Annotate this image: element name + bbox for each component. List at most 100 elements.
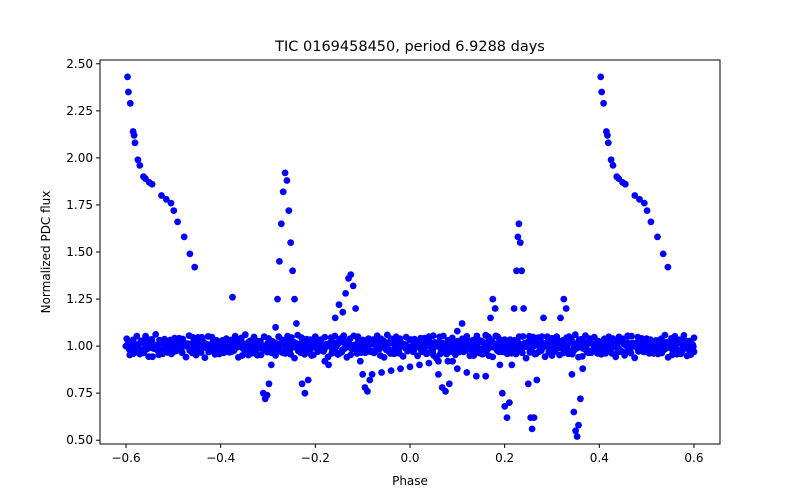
- data-point: [536, 339, 544, 346]
- data-point: [255, 342, 262, 350]
- data-point: [285, 207, 293, 215]
- data-point: [397, 365, 404, 373]
- data-point: [339, 308, 347, 316]
- data-point: [647, 218, 655, 226]
- band-point: [347, 351, 355, 359]
- y-tick-label: 1.25: [66, 292, 93, 306]
- data-point: [664, 263, 672, 271]
- band-point: [182, 353, 190, 361]
- y-tick-label: 0.50: [66, 433, 93, 447]
- data-point: [148, 180, 156, 188]
- data-point: [401, 344, 409, 352]
- data-point: [586, 335, 594, 342]
- data-point: [468, 346, 475, 354]
- data-point: [662, 339, 669, 346]
- x-tick-label: −0.4: [206, 451, 235, 465]
- data-point: [387, 367, 395, 374]
- band-point: [578, 353, 586, 360]
- data-point: [671, 350, 679, 357]
- band-point: [627, 349, 635, 357]
- data-point: [354, 333, 362, 341]
- data-point: [636, 195, 643, 203]
- x-tick-label: −0.2: [301, 451, 330, 465]
- data-point: [143, 339, 151, 346]
- band-point: [238, 352, 246, 359]
- data-point: [614, 348, 622, 356]
- data-point: [472, 372, 480, 380]
- band-point: [680, 332, 688, 339]
- data-point: [267, 361, 275, 369]
- data-point: [186, 250, 194, 258]
- data-point: [643, 207, 651, 215]
- data-point: [311, 333, 319, 341]
- data-point: [604, 139, 612, 147]
- data-point: [170, 207, 178, 215]
- band-point: [463, 333, 471, 340]
- data-point: [270, 342, 278, 350]
- band-point: [399, 353, 407, 360]
- band-point: [201, 354, 209, 361]
- data-point: [316, 342, 324, 350]
- data-point: [411, 339, 419, 346]
- data-point: [575, 421, 582, 429]
- band-point: [241, 331, 249, 339]
- data-point: [449, 357, 456, 365]
- band-point: [690, 334, 698, 342]
- data-point: [364, 387, 371, 395]
- data-point: [435, 357, 442, 365]
- data-point: [513, 267, 520, 275]
- band-point: [257, 351, 265, 359]
- y-tick-label: 1.50: [66, 245, 93, 259]
- x-tick-label: 0.2: [495, 451, 514, 465]
- data-point: [557, 314, 564, 322]
- data-point: [442, 387, 449, 395]
- x-axis-ticks: −0.6 −0.4 −0.2 0.0 0.2 0.4 0.6: [111, 444, 704, 465]
- data-point: [577, 395, 584, 403]
- data-point: [277, 220, 285, 228]
- data-point: [540, 314, 547, 322]
- data-point: [605, 337, 613, 344]
- data-point: [510, 305, 518, 312]
- data-point: [366, 376, 374, 384]
- data-point: [151, 344, 158, 352]
- data-point: [158, 192, 165, 199]
- data-point: [420, 348, 428, 356]
- data-point: [573, 433, 581, 440]
- data-point: [633, 344, 641, 352]
- data-point: [335, 301, 343, 309]
- data-point: [392, 337, 400, 344]
- data-point: [382, 346, 390, 354]
- band-point: [529, 333, 537, 341]
- data-point: [124, 88, 132, 96]
- data-point: [198, 335, 206, 342]
- data-point: [281, 169, 289, 177]
- data-point: [579, 365, 587, 373]
- plot-frame: [99, 59, 721, 445]
- y-tick-label: 2.50: [66, 57, 93, 71]
- data-point: [293, 320, 300, 327]
- band-point: [522, 354, 530, 362]
- data-point: [518, 267, 526, 275]
- data-point: [279, 188, 287, 196]
- band-point: [380, 354, 388, 361]
- data-point: [126, 99, 134, 107]
- data-point: [430, 352, 438, 359]
- data-point: [530, 414, 538, 421]
- x-tick-label: −0.6: [111, 451, 140, 465]
- data-point: [463, 369, 471, 376]
- data-point: [359, 371, 367, 378]
- data-point: [506, 399, 513, 406]
- data-point: [543, 333, 551, 341]
- data-point: [274, 295, 281, 303]
- band-point: [671, 332, 679, 340]
- data-point: [342, 290, 349, 297]
- data-point: [191, 263, 199, 271]
- data-point: [640, 199, 648, 207]
- data-point: [498, 389, 506, 397]
- data-point: [597, 73, 605, 81]
- band-point: [519, 333, 527, 340]
- x-tick-label: 0.4: [590, 451, 609, 465]
- data-point: [624, 339, 632, 346]
- data-point: [287, 239, 295, 247]
